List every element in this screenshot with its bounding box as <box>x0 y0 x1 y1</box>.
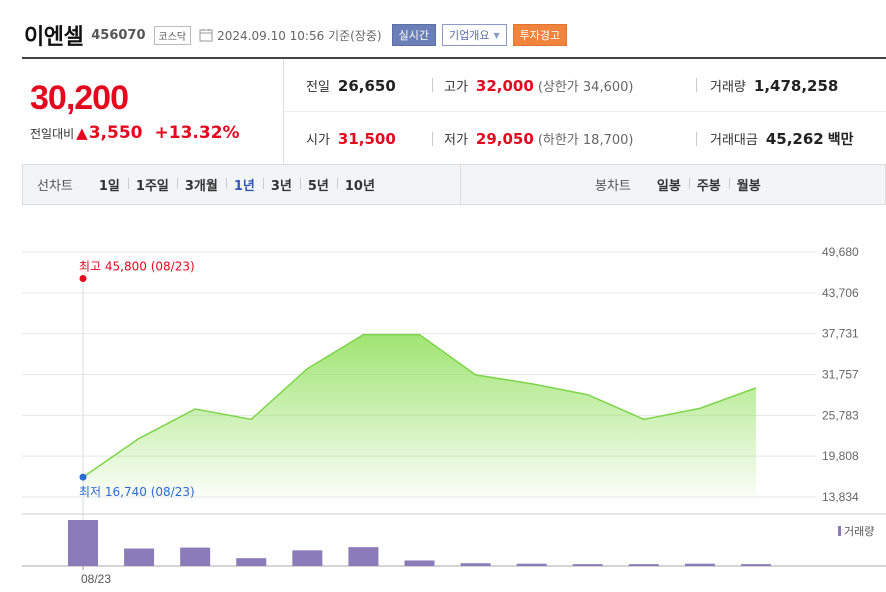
current-price-box: 30,200 전일대비 ▲ 3,550 +13.32% <box>22 59 284 165</box>
low-label: 저가 <box>444 133 468 148</box>
divider <box>696 78 697 92</box>
tab-3y[interactable]: 3년 <box>262 175 300 194</box>
change-row: 전일대비 ▲ 3,550 +13.32% <box>30 123 240 143</box>
y-tick-label: 13,834 <box>822 490 859 504</box>
volume-bar <box>124 548 155 566</box>
open-label: 시가 <box>306 133 330 148</box>
market-badge: 코스닥 <box>153 25 192 45</box>
amount-value: 45,262 <box>765 129 824 148</box>
open-value: 31,500 <box>337 130 396 148</box>
price-panel: 30,200 전일대비 ▲ 3,550 +13.32% 전일 26,650 고가… <box>22 57 886 165</box>
volume-legend: 거래량 <box>838 523 874 539</box>
tab-10y[interactable]: 10년 <box>336 175 383 194</box>
y-tick-label: 37,731 <box>822 327 859 341</box>
volume-bar <box>348 547 379 566</box>
investment-warning-badge[interactable]: 투자경고 <box>512 24 568 46</box>
y-tick-label: 25,783 <box>822 408 859 422</box>
volume-bar <box>741 564 771 566</box>
y-tick-label: 43,706 <box>822 286 859 300</box>
volume-bar <box>68 520 98 566</box>
price-chart-svg: 49,680 43,706 37,731 31,757 25,783 19,808 13,8… <box>22 245 886 586</box>
stock-header: 이엔셀 456070 코스닥 2024.09.10 10:56 기준(장중) 실… <box>24 18 886 52</box>
high-label: 고가 <box>444 79 468 95</box>
stock-name: 이엔셀 <box>24 25 84 50</box>
upper-limit: (상한가 34,600) <box>537 79 634 95</box>
y-tick-label: 49,680 <box>822 245 859 259</box>
x-tick-label: 08/23 <box>81 572 111 586</box>
divider <box>432 78 433 92</box>
change-label: 전일대비 <box>30 127 75 141</box>
quote-datetime: 2024.09.10 10:56 기준(장중) <box>217 28 382 43</box>
high-cell: 고가 32,000 (상한가 34,600) <box>444 76 633 95</box>
tab-1y[interactable]: 1년 <box>225 175 263 194</box>
amount-cell: 거래대금 45,262 백만 <box>710 129 854 149</box>
high-annotation: 최고 45,800 (08/23) <box>79 260 195 274</box>
volume-bar <box>516 563 547 566</box>
y-tick-label: 31,757 <box>822 368 859 382</box>
low-marker <box>79 473 87 481</box>
info-row-1: 전일 26,650 고가 32,000 (상한가 34,600) 거래량 1,4… <box>284 59 886 112</box>
calendar-icon <box>199 28 213 42</box>
tab-3m[interactable]: 3개월 <box>176 175 226 194</box>
line-chart-label: 선차트 <box>37 179 73 194</box>
volume-bar <box>180 547 211 566</box>
up-triangle-icon: ▲ <box>76 124 88 142</box>
tab-5y[interactable]: 5년 <box>299 175 337 194</box>
stock-code: 456070 <box>91 27 146 43</box>
volume-legend-swatch <box>838 526 841 536</box>
price-area <box>83 334 756 497</box>
company-overview-button[interactable]: 기업개요 ▼ <box>441 24 507 46</box>
lower-limit: (하한가 18,700) <box>537 133 634 148</box>
volume-bar <box>236 558 267 566</box>
current-price: 30,200 <box>30 79 129 117</box>
low-value: 29,050 <box>475 130 534 148</box>
chevron-down-icon: ▼ <box>493 30 500 40</box>
amount-unit: 백만 <box>827 131 854 148</box>
change-value: 3,550 <box>88 123 143 143</box>
volume-label: 거래량 <box>710 79 746 95</box>
high-marker <box>79 275 87 283</box>
volume-bar <box>684 563 715 566</box>
change-percent: +13.32% <box>154 123 240 143</box>
divider <box>432 131 433 146</box>
low-cell: 저가 29,050 (하한가 18,700) <box>444 129 633 148</box>
volume-legend-label: 거래량 <box>844 525 875 538</box>
price-chart: 49,680 43,706 37,731 31,757 25,783 19,808 13,8… <box>0 205 886 592</box>
tab-daily[interactable]: 일봉 <box>656 179 681 194</box>
tab-monthly[interactable]: 월봉 <box>728 175 769 194</box>
amount-label: 거래대금 <box>710 132 758 148</box>
candle-chart-tabs: 봉차트 일봉 주봉 월봉 <box>595 165 769 204</box>
prev-close-label: 전일 <box>306 79 330 95</box>
info-row-2: 시가 31,500 저가 29,050 (하한가 18,700) 거래대금 45… <box>284 112 886 165</box>
volume-bar <box>292 550 323 566</box>
volume-value: 1,478,258 <box>753 76 839 95</box>
price-line <box>82 333 757 478</box>
high-value: 32,000 <box>475 76 534 95</box>
company-overview-label: 기업개요 <box>448 29 490 42</box>
chart-tabs-bar: 선차트 1일 1주일 3개월 1년 3년 5년 10년 봉차트 일봉 주봉 월봉 <box>22 165 886 205</box>
realtime-button[interactable]: 실시간 <box>391 24 436 46</box>
divider <box>696 131 697 146</box>
volume-bar <box>460 563 491 566</box>
volume-cell: 거래량 1,478,258 <box>710 76 838 95</box>
low-annotation: 최저 16,740 (08/23) <box>79 485 195 499</box>
open-cell: 시가 31,500 <box>306 129 396 148</box>
tab-weekly[interactable]: 주봉 <box>688 175 729 194</box>
line-chart-tabs: 선차트 1일 1주일 3개월 1년 3년 5년 10년 <box>23 165 461 204</box>
volume-bar <box>628 564 659 566</box>
candle-chart-label: 봉차트 <box>595 179 631 194</box>
prev-close-cell: 전일 26,650 <box>306 76 396 95</box>
tab-1w[interactable]: 1주일 <box>127 175 177 194</box>
volume-bar <box>572 564 603 566</box>
volume-bar <box>404 560 435 566</box>
tab-1d[interactable]: 1일 <box>98 179 120 194</box>
y-tick-label: 19,808 <box>822 449 859 463</box>
prev-close-value: 26,650 <box>337 76 396 95</box>
